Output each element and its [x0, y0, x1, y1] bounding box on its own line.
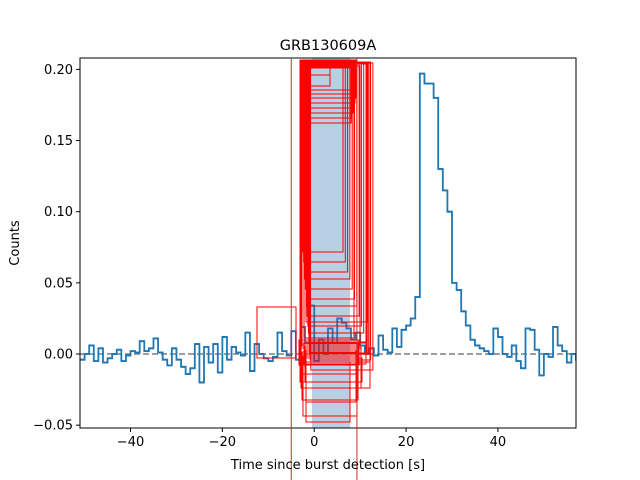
x-ticks: −40 −20 0 20 40 [117, 428, 506, 450]
detection-box [303, 67, 355, 339]
x-tick-label: 0 [310, 435, 318, 450]
y-tick-label: 0.10 [44, 205, 73, 220]
detection-box [299, 357, 363, 383]
detection-box [303, 341, 367, 365]
x-tick-label: −40 [117, 435, 144, 450]
y-axis-label: Counts [8, 220, 23, 266]
y-tick-label: 0.15 [44, 134, 73, 149]
vertical-lines-layer [290, 58, 358, 480]
chart-title: GRB130609A [280, 38, 377, 54]
y-tick-label: 0.05 [44, 276, 73, 291]
y-ticks: −0.05 0.00 0.05 0.10 0.15 0.20 [33, 63, 80, 434]
x-tick-label: −20 [209, 435, 236, 450]
x-axis-label: Time since burst detection [s] [230, 458, 425, 473]
shaded-region [311, 58, 351, 428]
y-tick-label: 0.00 [44, 348, 73, 363]
detection-box [310, 62, 374, 371]
y-tick-label: −0.05 [33, 419, 73, 434]
detection-boxes-layer [256, 59, 374, 423]
y-tick-label: 0.20 [44, 63, 73, 78]
detection-box [305, 61, 369, 323]
detection-box [309, 74, 331, 87]
detection-box [256, 306, 297, 359]
x-tick-label: 40 [490, 435, 507, 450]
detection-box [305, 361, 351, 423]
plot-frame [79, 57, 577, 429]
detection-box [301, 353, 371, 389]
x-tick-label: 20 [398, 435, 415, 450]
shaded-region-layer [311, 58, 351, 428]
detection-box [298, 339, 360, 366]
